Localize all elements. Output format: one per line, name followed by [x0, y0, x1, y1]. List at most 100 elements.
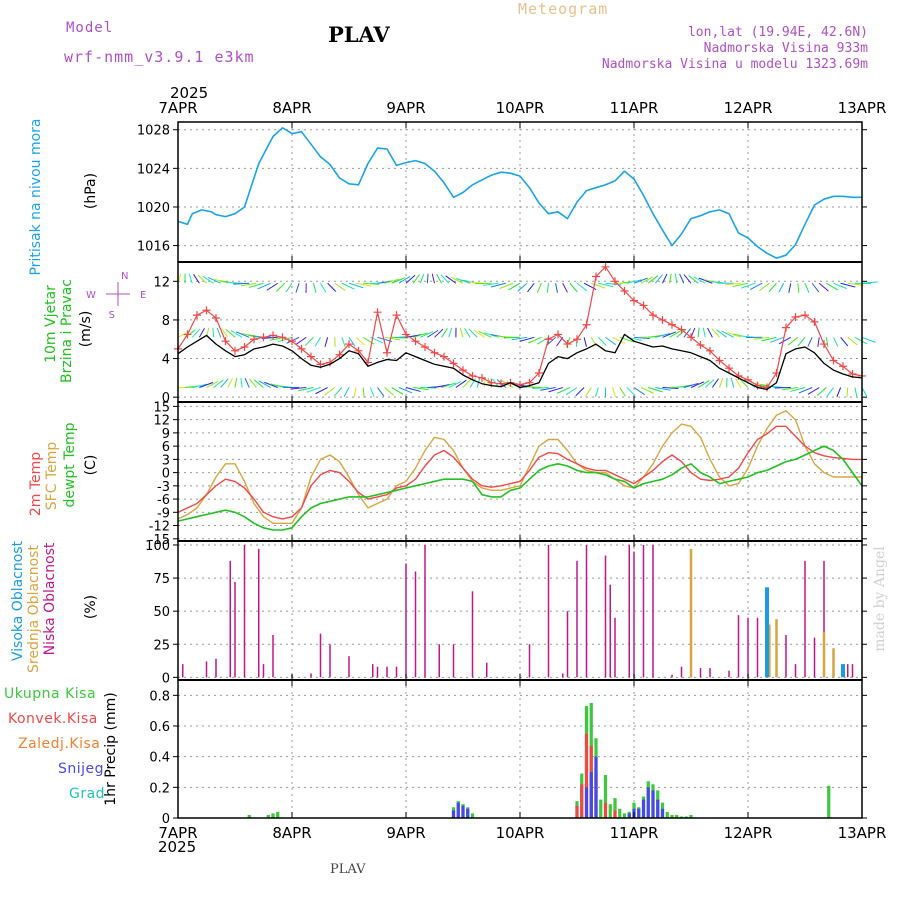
wind-gust-marker	[810, 317, 819, 326]
wind-arrow	[348, 282, 364, 289]
cloud-bar	[372, 664, 374, 678]
precip-bar	[641, 799, 646, 818]
precip-bar	[584, 787, 589, 818]
clouds-panel-frame	[177, 540, 863, 681]
y-tick-label: 0.4	[149, 751, 170, 766]
wind-arrow	[640, 387, 655, 394]
cloud-bar	[262, 664, 265, 678]
wind-gust-marker	[202, 306, 211, 315]
wind-arrow	[448, 381, 462, 388]
wind-gust-marker	[468, 371, 477, 380]
x-tick-label-top: 8APR	[272, 99, 311, 117]
wind-arrow	[707, 327, 713, 338]
wind-arrow	[719, 377, 724, 388]
x-tick-label-top: 12APR	[724, 99, 773, 117]
wind-arrow	[854, 387, 858, 398]
precip-bar	[594, 756, 598, 818]
wind-arrow	[226, 281, 243, 284]
cloud-bar	[747, 617, 749, 678]
precip-bar	[603, 802, 608, 818]
wind-arrow	[295, 336, 307, 345]
y-tick-label: 75	[153, 572, 170, 587]
precip-bar	[456, 802, 460, 818]
wind-gust-marker	[478, 373, 486, 382]
cloud-bar	[765, 587, 769, 678]
wind-arrow	[648, 387, 663, 393]
cloud-bar	[841, 664, 845, 678]
precip-bar	[660, 808, 665, 818]
wind-arrow	[575, 387, 585, 397]
cloud-bar	[652, 544, 654, 678]
wind-arrow	[540, 387, 556, 391]
wind-arrow	[427, 329, 439, 338]
cloud-bar	[329, 644, 331, 678]
wind-arrow	[264, 381, 278, 388]
wind-arrow	[633, 277, 648, 284]
wind-arrow	[548, 387, 563, 393]
wind-gust-marker	[335, 350, 344, 359]
cloud-bar	[775, 619, 778, 678]
wind-arrow	[816, 387, 827, 396]
precip-bar	[461, 805, 465, 818]
wind-arrow	[405, 387, 421, 392]
wind-arrow	[735, 378, 742, 388]
precip-bar	[580, 784, 584, 818]
precip-bar	[470, 813, 475, 818]
wind-arrow	[674, 273, 678, 284]
model-name: wrf-nmm_v3.9.1 e3km	[64, 48, 255, 66]
wind-gust-marker	[630, 296, 638, 305]
wind-arrow	[790, 387, 806, 392]
wind-arrow	[468, 328, 478, 338]
pressure-panel-frame	[177, 121, 863, 263]
wind-arrow	[207, 277, 221, 284]
wind-arrow	[353, 387, 357, 398]
cloud-bar	[804, 560, 806, 678]
y-tick-label: 0	[162, 812, 170, 827]
cloud-bar	[348, 656, 350, 678]
wind-gust-marker	[297, 344, 306, 353]
cloud-bar	[229, 560, 231, 678]
wind-arrow	[188, 273, 193, 284]
wind-arrow	[341, 337, 346, 347]
model-altitude-label: Nadmorska Visina u modelu 1323.69m	[601, 57, 868, 72]
wind-arrow	[525, 386, 542, 389]
wind-arrow	[704, 379, 715, 388]
wind-arrow	[391, 387, 404, 395]
wind-gust-marker	[307, 352, 315, 361]
wind-arrow	[261, 336, 278, 339]
wind-arrow	[459, 327, 464, 338]
wind-arrow	[355, 336, 366, 346]
precip-bar	[627, 813, 631, 818]
precip-bar	[608, 804, 612, 818]
wind-arrow	[448, 327, 453, 338]
precip-bar	[670, 814, 674, 818]
wind-arrow	[633, 336, 650, 340]
y-tick-label: 0.6	[149, 720, 170, 735]
cloud-bar	[395, 666, 398, 678]
wind-arrow	[327, 282, 337, 292]
wind-arrow	[362, 387, 365, 398]
wind-arrow	[861, 281, 878, 284]
wind-arrow	[716, 329, 727, 338]
wind-gust-marker	[288, 337, 296, 346]
x-tick-label-top: 13APR	[838, 99, 887, 117]
wind-arrow	[662, 331, 676, 338]
precip-bar	[689, 814, 693, 818]
wind-arrow	[508, 282, 521, 291]
wind-arrow	[220, 378, 229, 388]
cloud-bar	[709, 668, 711, 678]
precip-bar	[675, 814, 679, 818]
wind-arrow	[420, 331, 434, 338]
wind-arrow	[556, 387, 571, 394]
y-tick-label: 9	[162, 427, 170, 442]
wind-arrow	[655, 387, 671, 391]
wind-arrow	[412, 332, 428, 338]
wind-arrow	[741, 282, 756, 289]
wind-arrow	[826, 282, 839, 291]
wind-gust-marker	[383, 348, 391, 357]
wind-arrow	[511, 336, 528, 341]
precip-bar	[266, 814, 270, 818]
wind-arrow	[478, 330, 492, 338]
precip-legend-snow: Snijeg	[58, 761, 105, 777]
x-tick-label-bottom: 7APR	[158, 824, 197, 842]
